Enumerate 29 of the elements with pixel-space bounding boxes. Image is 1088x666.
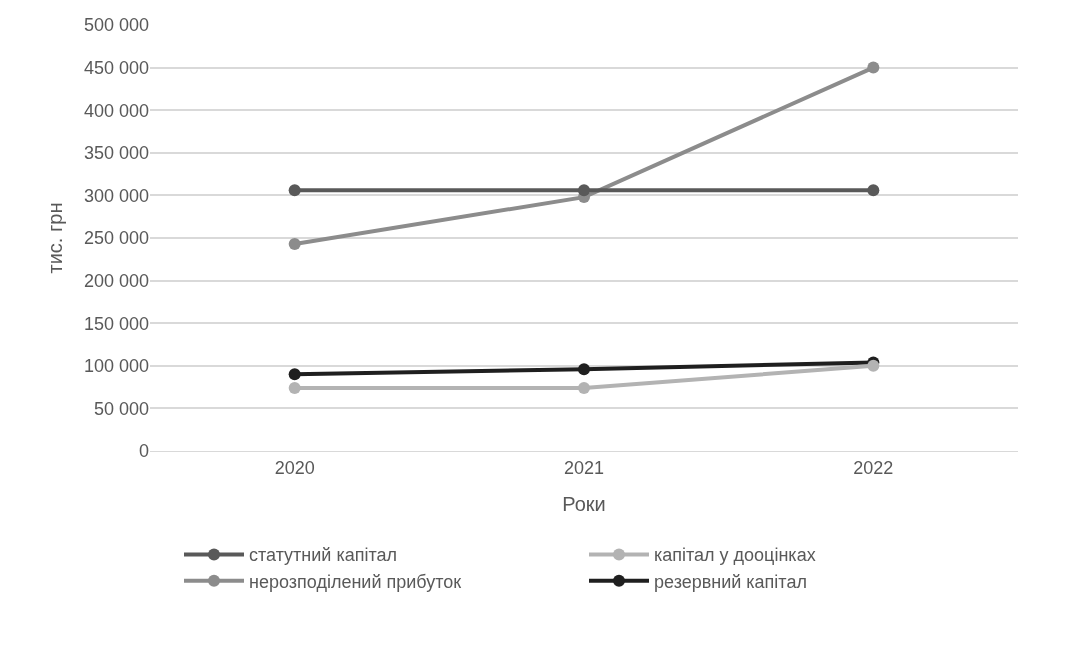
y-tick-label: 300 000 [83, 185, 149, 206]
y-tick-label: 350 000 [83, 143, 149, 164]
legend-label: нерозподілений прибуток [249, 571, 462, 592]
y-tick-label: 200 000 [83, 270, 149, 291]
y-tick-label: 150 000 [83, 313, 149, 334]
point [288, 368, 301, 381]
point [288, 237, 301, 250]
x-tick-label: 2022 [853, 457, 894, 478]
y-tick-label: 0 [138, 441, 149, 462]
y-tick-label: 500 000 [83, 15, 149, 36]
point [867, 184, 880, 197]
y-tick-label: 450 000 [83, 57, 149, 78]
y-tick-label: 50 000 [93, 398, 149, 419]
point [578, 381, 590, 394]
y-tick-label: 100 000 [83, 356, 149, 377]
x-axis-title: Роки [562, 493, 606, 516]
legend-label: капітал у дооцінках [654, 545, 816, 566]
point [288, 381, 301, 394]
legend-label: резервний капітал [654, 571, 807, 592]
x-tick-label: 2020 [274, 457, 315, 478]
legend-label: статутний капітал [249, 545, 397, 566]
y-tick-label: 400 000 [83, 100, 149, 121]
y-tick-label: 250 000 [83, 228, 149, 249]
point [578, 363, 590, 376]
x-tick-label: 2021 [563, 457, 605, 478]
point [288, 184, 301, 197]
point [578, 184, 590, 197]
y-axis-title: тис. грн [44, 202, 67, 274]
point [867, 61, 880, 74]
